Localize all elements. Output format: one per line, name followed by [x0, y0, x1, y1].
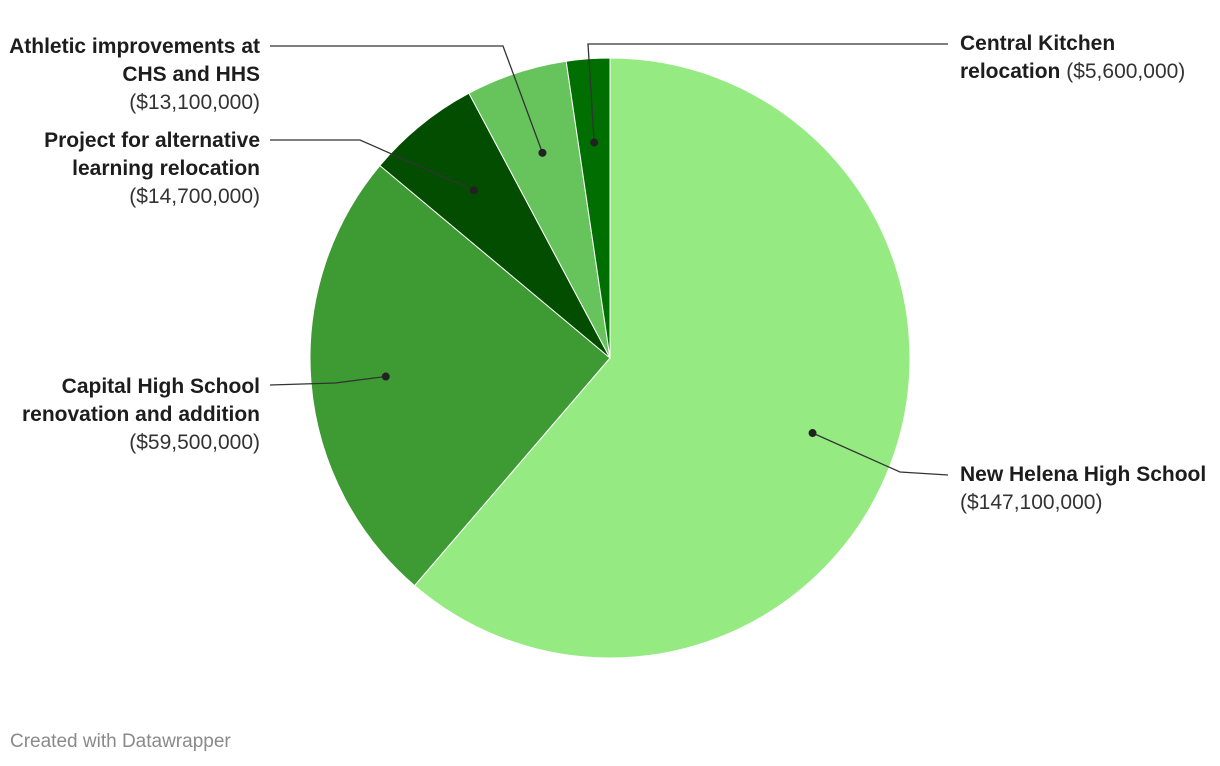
leader-dot-new-helena-high-school — [808, 429, 817, 438]
leader-dot-athletic-improvements-at-chs-and-hhs — [538, 148, 547, 157]
leader-dot-project-for-alternative-learning-relocation — [469, 186, 478, 195]
leader-line-new-helena-high-school — [812, 432, 949, 476]
pie-slices — [309, 57, 911, 659]
label-alternative-name: Project for alternative learning relocat… — [44, 129, 260, 180]
slice-new-helena-high-school — [413, 57, 911, 659]
leader-line-central-kitchen-relocation — [587, 43, 948, 143]
leader-dot-capital-high-school-renovation-and-addition — [381, 372, 390, 381]
datawrapper-credit: Created with Datawrapper — [10, 731, 231, 752]
label-new-helena: New Helena High School ($147,100,000) — [960, 461, 1210, 517]
label-athletic-amount: ($13,100,000) — [129, 91, 260, 114]
label-central-kitchen-amount: ($5,600,000) — [1066, 60, 1186, 83]
label-athletic: Athletic improvements at CHS and HHS ($1… — [0, 33, 260, 117]
leader-dot-central-kitchen-relocation — [590, 138, 599, 147]
label-central-kitchen: Central Kitchen relocation ($5,600,000) — [960, 30, 1215, 86]
label-alternative-amount: ($14,700,000) — [129, 185, 260, 208]
label-new-helena-amount: ($147,100,000) — [960, 491, 1103, 514]
leader-lines — [269, 43, 949, 476]
label-alternative: Project for alternative learning relocat… — [0, 127, 260, 211]
slice-central-kitchen-relocation — [565, 57, 611, 359]
slice-capital-high-school-renovation-and-addition — [309, 164, 611, 587]
label-new-helena-name: New Helena High School — [960, 463, 1207, 486]
label-capital: Capital High School renovation and addit… — [0, 373, 260, 457]
label-capital-name: Capital High School renovation and addit… — [21, 375, 260, 426]
leader-line-project-for-alternative-learning-relocation — [270, 139, 475, 191]
leader-line-athletic-improvements-at-chs-and-hhs — [270, 45, 544, 154]
label-athletic-name: Athletic improvements at CHS and HHS — [9, 35, 260, 86]
leader-line-capital-high-school-renovation-and-addition — [269, 375, 386, 386]
label-capital-amount: ($59,500,000) — [129, 431, 260, 454]
label-central-kitchen-name: Central Kitchen relocation — [960, 32, 1116, 83]
